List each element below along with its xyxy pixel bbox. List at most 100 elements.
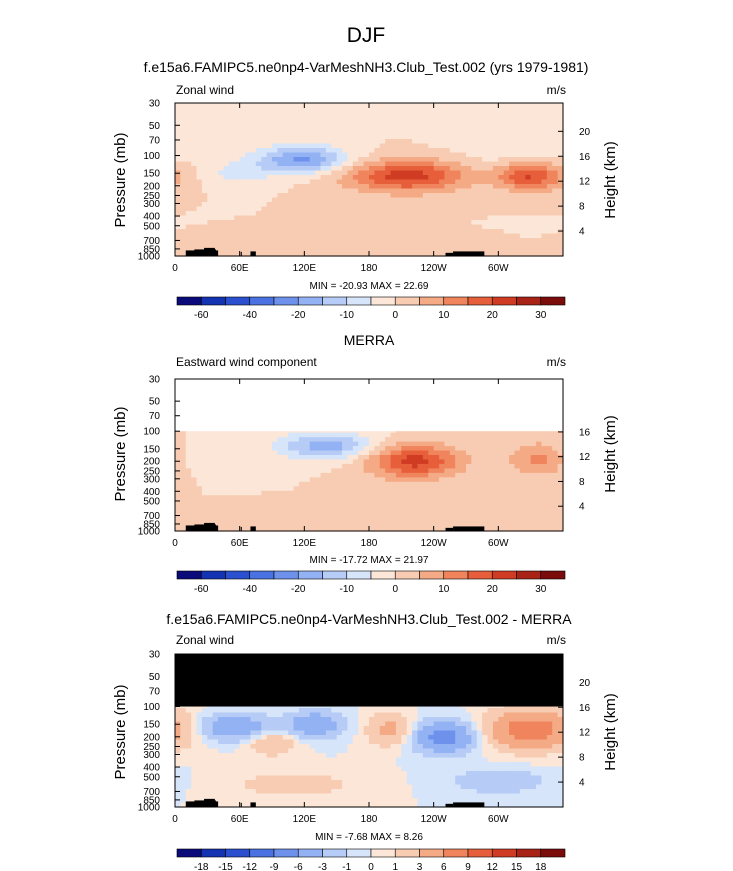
field-cell bbox=[298, 202, 305, 208]
field-cell bbox=[395, 441, 402, 447]
field-cell bbox=[449, 148, 456, 154]
field-cell bbox=[422, 437, 429, 443]
field-cell bbox=[401, 446, 408, 452]
field-cell bbox=[352, 193, 359, 199]
field-cell bbox=[369, 242, 375, 248]
field-cell bbox=[223, 490, 230, 496]
field-cell bbox=[325, 490, 332, 496]
field-cell bbox=[514, 116, 521, 122]
field-cell bbox=[212, 517, 219, 523]
field-cell bbox=[298, 522, 305, 528]
field-cell bbox=[530, 197, 537, 203]
field-cell bbox=[212, 486, 219, 492]
field-cell bbox=[439, 517, 446, 523]
field-cell bbox=[374, 148, 381, 154]
field-cell bbox=[250, 148, 257, 154]
field-cell bbox=[250, 220, 257, 226]
field-cell bbox=[342, 472, 349, 478]
field-cell bbox=[509, 188, 516, 194]
field-cell bbox=[277, 459, 284, 465]
field-cell bbox=[541, 455, 548, 461]
field-cell bbox=[234, 224, 241, 230]
field-cell bbox=[175, 508, 181, 514]
field-cell bbox=[466, 233, 472, 239]
field-cell bbox=[352, 116, 359, 122]
field-cell bbox=[498, 247, 505, 253]
field-cell bbox=[503, 161, 510, 167]
field-cell bbox=[288, 215, 295, 221]
field-cell bbox=[519, 202, 526, 208]
field-cell bbox=[449, 202, 456, 208]
field-cell bbox=[239, 463, 246, 470]
field-cell bbox=[557, 233, 564, 239]
field-cell bbox=[444, 139, 451, 145]
field-cell bbox=[422, 441, 429, 447]
field-cell bbox=[234, 130, 241, 136]
field-cell bbox=[363, 179, 370, 185]
field-cell bbox=[466, 139, 472, 145]
field-cell bbox=[519, 224, 526, 230]
field-cell bbox=[385, 103, 392, 109]
field-cell bbox=[363, 238, 370, 244]
field-cell bbox=[557, 184, 564, 190]
field-cell bbox=[336, 166, 343, 172]
field-cell bbox=[401, 130, 408, 136]
field-cell bbox=[342, 513, 349, 519]
field-cell bbox=[439, 107, 446, 113]
field-cell bbox=[309, 206, 316, 212]
field-cell bbox=[309, 513, 316, 519]
field-cell bbox=[277, 526, 284, 532]
field-cell bbox=[417, 175, 424, 181]
field-cell bbox=[492, 233, 499, 239]
field-cell bbox=[363, 432, 370, 438]
field-cell bbox=[325, 125, 332, 131]
field-cell bbox=[309, 157, 316, 163]
field-cell bbox=[466, 513, 472, 519]
field-cell bbox=[293, 116, 300, 122]
field-cell bbox=[460, 211, 467, 217]
field-cell bbox=[552, 175, 559, 181]
field-cell bbox=[487, 499, 494, 505]
field-cell bbox=[234, 499, 241, 505]
field-cell bbox=[320, 455, 327, 461]
field-cell bbox=[546, 211, 553, 217]
field-cell bbox=[228, 499, 235, 505]
field-cell bbox=[487, 107, 494, 113]
field-cell bbox=[255, 486, 262, 492]
field-cell bbox=[530, 184, 537, 190]
field-cell bbox=[298, 486, 305, 492]
field-cell bbox=[395, 463, 402, 470]
field-cell bbox=[492, 229, 499, 235]
y2-tick-label: 20 bbox=[579, 127, 591, 138]
field-cell bbox=[180, 522, 187, 528]
field-cell bbox=[255, 499, 262, 505]
field-cell bbox=[449, 472, 456, 478]
field-cell bbox=[288, 526, 295, 532]
field-cell bbox=[460, 238, 467, 244]
field-cell bbox=[245, 202, 252, 208]
field-cell bbox=[525, 170, 532, 176]
field-cell bbox=[331, 517, 338, 523]
field-cell bbox=[196, 477, 203, 483]
field-cell bbox=[525, 247, 532, 253]
field-cell bbox=[266, 468, 273, 474]
field-cell bbox=[288, 224, 295, 230]
field-cell bbox=[175, 450, 181, 456]
field-cell bbox=[466, 170, 472, 176]
field-cell bbox=[185, 220, 192, 226]
field-cell bbox=[557, 152, 564, 158]
field-cell bbox=[223, 170, 230, 176]
field-cell bbox=[428, 526, 435, 532]
field-cell bbox=[536, 247, 543, 253]
field-cell bbox=[175, 455, 181, 461]
field-cell bbox=[250, 175, 257, 181]
field-cell bbox=[546, 251, 553, 257]
field-cell bbox=[325, 477, 332, 483]
field-cell bbox=[250, 437, 257, 443]
field-cell bbox=[342, 441, 349, 447]
field-cell bbox=[201, 517, 208, 523]
field-cell bbox=[191, 242, 198, 248]
field-cell bbox=[406, 170, 413, 176]
field-cell bbox=[347, 251, 354, 257]
field-cell bbox=[347, 242, 354, 248]
